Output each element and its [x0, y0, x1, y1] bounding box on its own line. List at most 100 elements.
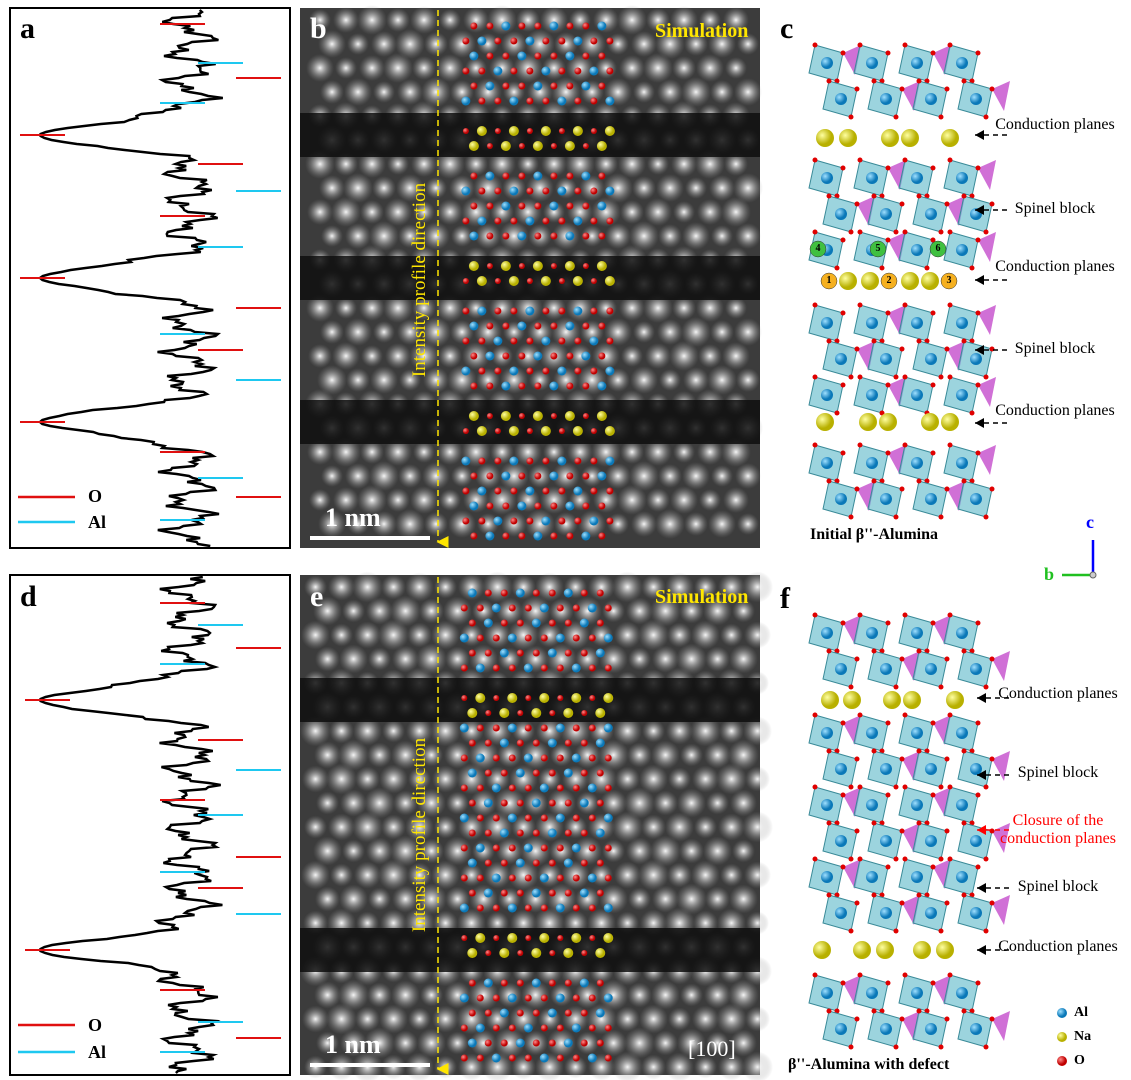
- atom-column: [705, 647, 730, 672]
- annotation: Conduction planes: [995, 258, 1115, 276]
- atom-column: [699, 489, 721, 511]
- atom-column: [658, 224, 682, 248]
- atom-column: [381, 815, 406, 840]
- o-atom: [849, 929, 854, 934]
- o-atom: [855, 1017, 860, 1022]
- o-atom: [948, 303, 953, 308]
- atom: [565, 411, 575, 421]
- atom-column: [683, 367, 709, 393]
- atom: [510, 518, 517, 525]
- atom-column: [627, 743, 652, 768]
- o-atom: [976, 451, 981, 456]
- atom: [542, 368, 549, 375]
- dark-band: [300, 400, 760, 444]
- atom: [588, 784, 597, 793]
- atom: [605, 875, 612, 882]
- o-atom: [894, 230, 899, 235]
- legend-label: Al: [88, 512, 106, 533]
- atom: [468, 859, 477, 868]
- atom: [549, 950, 555, 956]
- atom-column: [321, 225, 343, 247]
- atom: [597, 411, 607, 421]
- atom-column: [413, 441, 435, 463]
- o-atom: [858, 43, 863, 48]
- atom: [494, 188, 501, 195]
- al-atom: [866, 172, 878, 184]
- atom: [573, 1055, 580, 1062]
- atom: [533, 590, 540, 597]
- atom-column: [346, 368, 370, 392]
- atom: [533, 172, 542, 181]
- atom: [460, 904, 469, 913]
- o-atom: [976, 793, 981, 798]
- al-atom: [835, 763, 847, 775]
- atom: [478, 338, 485, 345]
- atom-column: [725, 297, 747, 319]
- atom-column: [709, 175, 735, 201]
- o-atom: [841, 166, 846, 171]
- atom: [460, 994, 469, 1003]
- atom-column: [705, 887, 730, 912]
- atom-column: [357, 5, 387, 35]
- atom-column: [718, 814, 745, 841]
- al-atom: [866, 627, 878, 639]
- micrograph: [300, 5, 763, 548]
- atom-column: [653, 1031, 678, 1056]
- atom: [517, 710, 523, 716]
- atom-column: [319, 175, 345, 201]
- site-label: 4: [811, 243, 825, 255]
- atom: [493, 695, 499, 701]
- o-atom: [813, 613, 818, 618]
- atom: [509, 1025, 516, 1032]
- atom: [525, 487, 534, 496]
- atom-column: [419, 599, 444, 624]
- atom: [574, 458, 581, 465]
- pointer-head: [977, 693, 986, 703]
- atom: [493, 665, 500, 672]
- al-atom: [866, 57, 878, 69]
- o-atom: [903, 613, 908, 618]
- atom: [589, 67, 598, 76]
- atom: [581, 590, 588, 597]
- atom: [566, 383, 573, 390]
- o-atom: [984, 857, 989, 862]
- na-atom: [901, 129, 919, 147]
- o-atom: [813, 713, 818, 718]
- atom: [495, 128, 501, 134]
- atom: [549, 980, 556, 987]
- atom: [605, 97, 614, 106]
- o-atom: [894, 929, 899, 934]
- atom: [540, 1054, 549, 1063]
- atom: [526, 338, 533, 345]
- atom: [566, 23, 573, 30]
- atom: [517, 502, 526, 511]
- atom: [509, 1055, 516, 1062]
- atom: [500, 739, 509, 748]
- atom: [604, 634, 613, 643]
- o-atom: [945, 901, 950, 906]
- atom: [509, 367, 518, 376]
- atom: [486, 23, 493, 30]
- o-atom: [827, 194, 832, 199]
- atom: [476, 1024, 485, 1033]
- atom-column: [659, 369, 681, 391]
- o-atom: [849, 230, 854, 235]
- atom: [540, 784, 549, 793]
- atom: [487, 263, 493, 269]
- o-atom: [931, 981, 936, 986]
- panel-label: f: [780, 582, 790, 617]
- atom: [565, 620, 572, 627]
- al-atom: [911, 987, 923, 999]
- atom: [565, 740, 572, 747]
- atom: [502, 323, 509, 330]
- al-atom: [970, 353, 982, 365]
- atom: [566, 353, 573, 360]
- atom-column: [345, 463, 371, 489]
- atom: [469, 800, 476, 807]
- atom-column: [330, 864, 353, 887]
- al-atom: [866, 871, 878, 883]
- atom: [556, 904, 565, 913]
- atom-column: [321, 465, 343, 487]
- o-atom: [827, 893, 832, 898]
- atom: [597, 620, 604, 627]
